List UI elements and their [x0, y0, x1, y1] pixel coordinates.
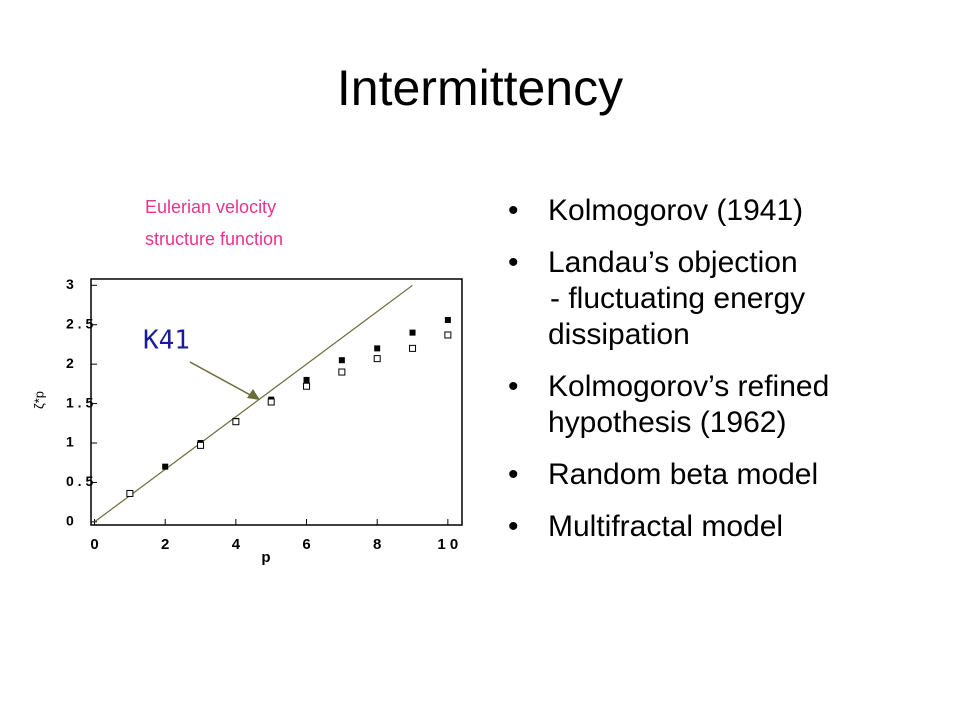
y-axis-label: ζ*p	[31, 391, 46, 409]
point	[373, 355, 381, 363]
y-tick-label: 1 . 5	[66, 394, 93, 410]
annotation-arrow	[189, 361, 255, 398]
plot-frame	[90, 278, 463, 526]
point	[303, 376, 310, 383]
slide-title: Intermittency	[337, 60, 623, 116]
bullet-text: Kolmogorov’s refined	[548, 370, 829, 403]
bullet-text: Multifractal model	[548, 510, 783, 543]
bullet-dot: •	[508, 370, 519, 403]
bullet-dot: •	[508, 194, 519, 227]
x-tick-label: 4	[232, 536, 241, 553]
x-axis-label: p	[261, 549, 270, 566]
bullet-text: dissipation	[548, 318, 690, 351]
bullet-dot: •	[508, 458, 519, 491]
y-tick-label: 2	[66, 355, 74, 371]
bullet-text: Kolmogorov (1941)	[548, 194, 803, 227]
k41-line	[94, 284, 413, 523]
y-tick-label: 0 . 5	[66, 473, 93, 489]
point	[374, 345, 381, 352]
point	[197, 441, 205, 449]
annotation: K41	[143, 326, 190, 356]
bullet-text: Landau’s objection	[548, 246, 798, 279]
point	[267, 398, 275, 406]
bullet-dot: •	[508, 246, 519, 279]
bullet-text: - fluctuating energy	[550, 282, 805, 315]
bullet-text: Random beta model	[548, 458, 818, 491]
x-tick-label: 1 0	[437, 536, 458, 553]
annotation-arrowhead	[247, 389, 260, 400]
bullet-text: hypothesis (1962)	[548, 406, 786, 439]
point	[126, 489, 134, 497]
point	[338, 357, 345, 364]
point	[232, 418, 240, 426]
x-tick-label: 2	[161, 536, 169, 553]
point	[409, 344, 417, 352]
caption: structure function	[145, 229, 283, 249]
y-tick-label: 0	[66, 513, 74, 529]
point	[338, 368, 346, 376]
point	[162, 463, 169, 470]
x-tick-label: 8	[373, 536, 381, 553]
x-tick-label: 0	[90, 536, 98, 553]
caption: Eulerian velocity	[145, 197, 276, 217]
y-tick-label: 2 . 5	[66, 315, 93, 331]
point	[409, 329, 416, 336]
y-tick-label: 3	[66, 276, 74, 292]
bullet-dot: •	[508, 510, 519, 543]
point	[444, 317, 451, 323]
y-tick-label: 1	[66, 434, 74, 450]
point	[444, 331, 452, 339]
x-tick-label: 6	[302, 536, 310, 553]
point	[303, 382, 311, 390]
